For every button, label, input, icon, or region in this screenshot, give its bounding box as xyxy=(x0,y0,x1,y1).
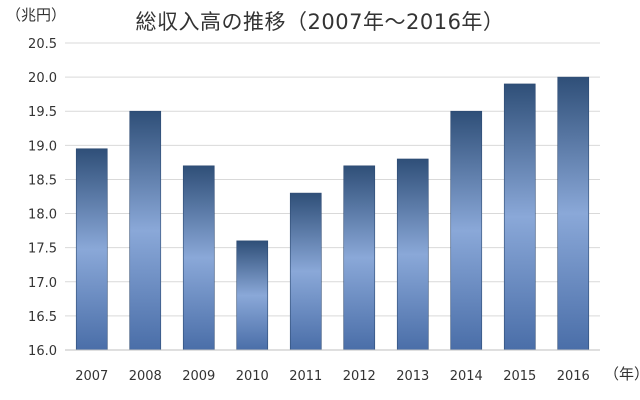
y-tick-label: 16.0 xyxy=(28,344,57,359)
y-axis-unit-label: （兆円） xyxy=(6,6,67,24)
bar-2012 xyxy=(343,165,376,351)
bar-2014 xyxy=(450,110,483,351)
bar-2008 xyxy=(129,110,162,351)
y-tick-label: 17.0 xyxy=(28,276,57,291)
x-tick-label: 2011 xyxy=(289,369,322,384)
bar-2009 xyxy=(182,165,215,351)
x-tick-label: 2009 xyxy=(182,369,215,384)
x-tick-label: 2012 xyxy=(343,369,376,384)
x-tick-label: 2016 xyxy=(557,369,590,384)
x-tick-label: 2015 xyxy=(503,369,536,384)
x-tick-label: 2007 xyxy=(75,369,108,384)
y-tick-label: 19.0 xyxy=(28,139,57,154)
chart-title: 総収入高の推移（2007年～2016年） xyxy=(135,10,505,34)
y-tick-label: 20.5 xyxy=(28,37,57,52)
x-tick-label: 2013 xyxy=(396,369,429,384)
x-tick-label: 2014 xyxy=(450,369,483,384)
x-tick-label: 2010 xyxy=(236,369,269,384)
bar-2010 xyxy=(236,240,269,351)
bar-2015 xyxy=(503,83,536,351)
bar-2007 xyxy=(75,148,108,351)
bar-2016 xyxy=(557,76,590,351)
bar-2013 xyxy=(396,158,429,351)
y-tick-label: 19.5 xyxy=(28,105,57,120)
y-tick-label: 20.0 xyxy=(28,71,57,86)
y-tick-label: 16.5 xyxy=(28,310,57,325)
y-tick-label: 18.5 xyxy=(28,173,57,188)
x-axis-unit-label: （年） xyxy=(604,365,640,383)
y-tick-label: 17.5 xyxy=(28,242,57,257)
y-tick-label: 18.0 xyxy=(28,208,57,223)
x-tick-label: 2008 xyxy=(129,369,162,384)
bar-2011 xyxy=(289,192,322,351)
